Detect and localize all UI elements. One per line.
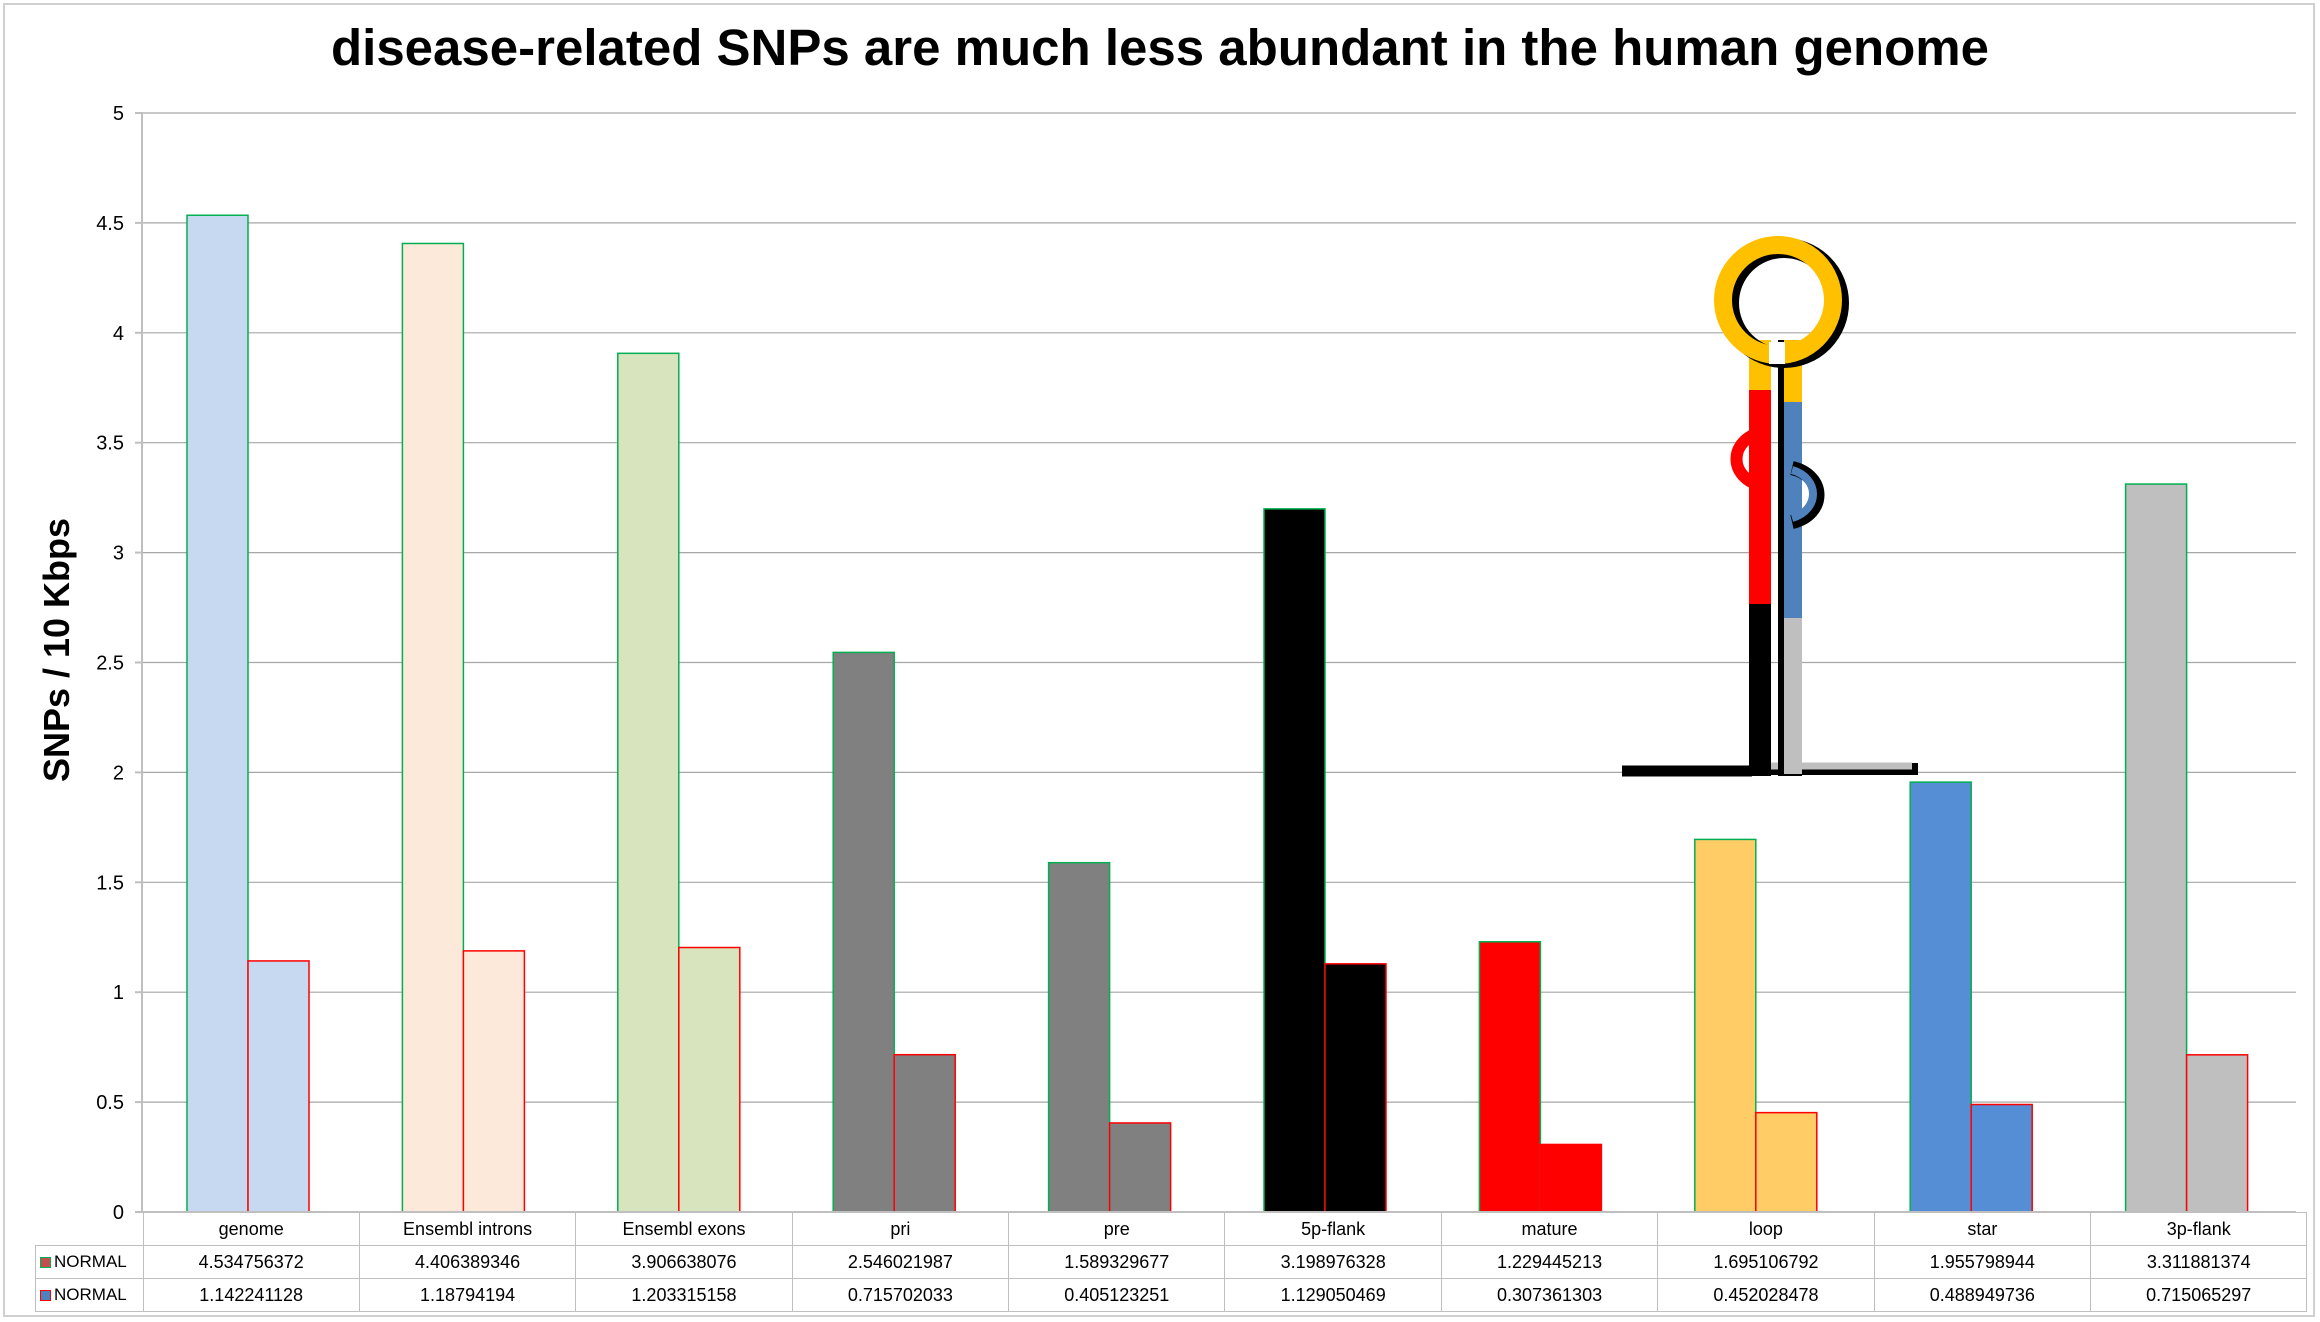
data-value: 4.534756372 [142,1245,360,1279]
bar-ensembl-introns-s2 [462,950,526,1213]
y-tick-label: 2.5 [96,653,124,675]
bar-loop-s1 [1694,838,1757,1213]
y-tick-label: 4.5 [96,213,124,235]
category-label: loop [1657,1212,1875,1246]
data-value: 0.715065297 [2090,1278,2308,1312]
series-row: NORMAL 1.142241128 1.18794194 1.203315158 0.… [35,1278,2308,1312]
data-value: 0.405123251 [1008,1278,1226,1312]
series-row: NORMAL 4.534756372 4.406389346 3.906638076 2… [35,1245,2308,1279]
hairpin-diagram [1622,236,1918,777]
y-tick-label: 1.5 [96,872,124,894]
data-value: 3.198976328 [1224,1245,1442,1279]
category-row: genome Ensembl introns Ensembl exons pri pre… [35,1212,2308,1246]
category-label: 3p-flank [2090,1212,2308,1246]
bars [186,214,2249,1213]
bar-ensembl-introns-s1 [401,242,465,1213]
category-label: pri [791,1212,1010,1246]
y-tick-labels: 00.511.522.533.544.55 [96,103,124,1224]
bar-star-s1 [1909,781,1972,1213]
bar-5p-flank-s1 [1263,508,1326,1213]
bar-pri-s2 [893,1053,956,1213]
y-tick-label: 0.5 [96,1092,124,1114]
bar-pre-s2 [1108,1122,1172,1213]
bar-ensembl-exons-s1 [617,352,680,1213]
data-value: 1.229445213 [1440,1245,1659,1279]
data-value: 3.311881374 [2090,1245,2308,1279]
data-value: 1.695106792 [1657,1245,1875,1279]
bar-pri-s1 [832,651,895,1213]
bar-pre-s1 [1047,861,1111,1213]
table-corner [35,1212,144,1246]
data-value: 1.142241128 [142,1278,360,1312]
y-tick-label: 4 [113,323,124,345]
bar-genome-s1 [186,214,249,1213]
y-tick-label: 3 [113,543,124,565]
legend-swatch [40,1257,51,1268]
data-value: 0.488949736 [1873,1278,2092,1312]
data-value: 1.589329677 [1008,1245,1226,1279]
mature-bulge [1730,426,1764,492]
legend-entry: NORMAL [35,1245,144,1279]
bar-ensembl-exons-s2 [678,946,741,1213]
category-label: pre [1008,1212,1226,1246]
y-tick-label: 2 [113,762,124,784]
y-tick-label: 1 [113,982,124,1004]
bar-mature-s1 [1478,941,1542,1213]
legend-swatch [40,1290,51,1301]
bar-3p-flank-s2 [2185,1054,2249,1213]
bar-genome-s2 [247,960,310,1213]
series-name: NORMAL [54,1252,127,1271]
category-label: 5p-flank [1224,1212,1442,1246]
category-label: Ensembl exons [575,1212,793,1246]
data-table: genome Ensembl introns Ensembl exons pri pre… [35,1212,2308,1312]
data-value: 0.715702033 [791,1278,1010,1312]
data-value: 1.129050469 [1224,1278,1442,1312]
bar-loop-s2 [1755,1111,1818,1213]
category-label: genome [142,1212,360,1246]
category-label: Ensembl introns [358,1212,577,1246]
y-tick-label: 3.5 [96,433,124,455]
legend-entry: NORMAL [35,1278,144,1312]
data-value: 3.906638076 [575,1245,793,1279]
loop-opening [1769,342,1785,364]
data-value: 1.18794194 [358,1278,577,1312]
bar-5p-flank-s2 [1324,963,1387,1213]
bar-star-s2 [1970,1103,2033,1213]
data-value: 1.955798944 [1873,1245,2092,1279]
bar-mature-s2 [1539,1143,1603,1213]
data-value: 4.406389346 [358,1245,577,1279]
loop-ring [1714,236,1842,364]
bar-3p-flank-s1 [2124,483,2188,1213]
star-bulge [1790,466,1817,522]
category-label: star [1873,1212,2092,1246]
y-tick-label: 5 [113,103,124,125]
data-value: 0.452028478 [1657,1278,1875,1312]
data-value: 0.307361303 [1440,1278,1659,1312]
chart-title: disease-related SNPs are much less abund… [331,19,1989,76]
series-name: NORMAL [54,1285,127,1304]
data-value: 1.203315158 [575,1278,793,1312]
category-label: mature [1440,1212,1659,1246]
data-value: 2.546021987 [791,1245,1010,1279]
